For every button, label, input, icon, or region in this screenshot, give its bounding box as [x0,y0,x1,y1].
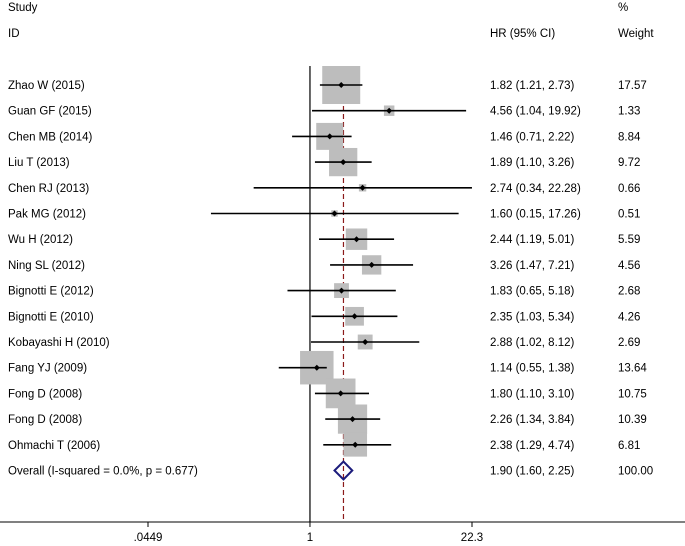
study-row: Fong D (2008) 2.26 (1.34, 3.84) 10.39 [8,404,647,434]
weight-text: 17.57 [618,80,647,92]
point-estimate [326,133,333,140]
point-estimate [353,236,360,243]
study-label: Wu H (2012) [8,234,73,246]
x-axis: .0449 1 22.3 [0,521,685,544]
point-estimate [359,184,366,191]
study-label: Chen MB (2014) [8,131,93,143]
study-row: Fang YJ (2009) 1.14 (0.55, 1.38) 13.64 [8,350,647,385]
point-estimate [313,364,320,371]
x-tick-label: 1 [307,532,313,544]
header-weight: Weight [618,28,654,40]
study-label: Bignotti E (2012) [8,286,94,298]
study-row: Kobayashi H (2010) 2.88 (1.02, 8.12) 2.69 [8,334,640,350]
ci-text: 1.89 (1.10, 3.26) [490,157,575,169]
study-label: Guan GF (2015) [8,106,92,118]
weight-text: 8.84 [618,131,641,143]
ci-text: 2.35 (1.03, 5.34) [490,311,575,323]
study-row: Bignotti E (2010) 2.35 (1.03, 5.34) 4.26 [8,306,640,326]
weight-text: 10.39 [618,414,647,426]
point-estimate [386,107,393,114]
ci-text: 1.14 (0.55, 1.38) [490,363,575,375]
weight-text: 6.81 [618,440,640,452]
study-rows: Zhao W (2015) 1.82 (1.21, 2.73) 17.57 Guan … [8,66,647,457]
study-row: Zhao W (2015) 1.82 (1.21, 2.73) 17.57 [8,66,647,104]
point-estimate [337,390,344,397]
point-estimate [351,313,358,320]
overall-label: Overall (I-squared = 0.0%, p = 0.677) [8,466,198,478]
study-row: Chen RJ (2013) 2.74 (0.34, 22.28) 0.66 [8,183,640,195]
ci-text: 3.26 (1.47, 7.21) [490,260,575,272]
weight-text: 0.51 [618,209,640,221]
overall-diamond [333,460,354,481]
point-estimate [331,210,338,217]
weight-text: 13.64 [618,363,647,375]
study-row: Liu T (2013) 1.89 (1.10, 3.26) 9.72 [8,147,640,177]
study-label: Pak MG (2012) [8,209,86,221]
overall-row: Overall (I-squared = 0.0%, p = 0.677) 1.9… [8,460,653,481]
study-label: Zhao W (2015) [8,80,85,92]
ci-text: 2.88 (1.02, 8.12) [490,337,575,349]
study-row: Guan GF (2015) 4.56 (1.04, 19.92) 1.33 [8,105,640,118]
weight-text: 1.33 [618,106,640,118]
x-tick-label: 22.3 [461,532,483,544]
study-row: Ohmachi T (2006) 2.38 (1.29, 4.74) 6.81 [8,432,640,457]
study-label: Liu T (2013) [8,157,70,169]
point-estimate [349,416,356,423]
study-row: Ning SL (2012) 3.26 (1.47, 7.21) 4.56 [8,255,640,275]
weight-text: 4.26 [618,311,640,323]
overall-weight-text: 100.00 [618,466,653,478]
ci-text: 2.26 (1.34, 3.84) [490,414,575,426]
x-tick-label: .0449 [134,532,163,544]
study-label: Kobayashi H (2010) [8,337,110,349]
point-estimate [352,441,359,448]
ci-text: 4.56 (1.04, 19.92) [490,106,581,118]
study-row: Fong D (2008) 1.80 (1.10, 3.10) 10.75 [8,378,647,409]
study-label: Fang YJ (2009) [8,363,87,375]
weight-text: 0.66 [618,183,640,195]
study-label: Ohmachi T (2006) [8,440,100,452]
weight-text: 5.59 [618,234,640,246]
point-estimate [338,287,345,294]
study-row: Chen MB (2014) 1.46 (0.71, 2.22) 8.84 [8,122,641,150]
overall-ci-text: 1.90 (1.60, 2.25) [490,466,575,478]
ci-text: 2.38 (1.29, 4.74) [490,440,575,452]
header-id: ID [8,28,20,40]
weight-text: 2.69 [618,337,640,349]
study-label: Fong D (2008) [8,414,82,426]
header-effect: HR (95% CI) [490,28,555,40]
header-study: Study [8,2,38,14]
study-row: Bignotti E (2012) 1.83 (0.65, 5.18) 2.68 [8,283,640,299]
study-label: Chen RJ (2013) [8,183,89,195]
ci-text: 2.44 (1.19, 5.01) [490,234,575,246]
weight-text: 2.68 [618,286,640,298]
ci-text: 1.60 (0.15, 17.26) [490,209,581,221]
point-estimate [362,339,369,345]
ci-text: 1.83 (0.65, 5.18) [490,286,575,298]
ci-text: 1.80 (1.10, 3.10) [490,388,575,400]
point-estimate [368,261,375,268]
point-estimate [338,82,345,88]
ci-text: 1.82 (1.21, 2.73) [490,80,575,92]
study-label: Fong D (2008) [8,388,82,400]
study-label: Bignotti E (2010) [8,311,94,323]
ci-text: 2.74 (0.34, 22.28) [490,183,581,195]
weight-text: 9.72 [618,157,640,169]
weight-text: 4.56 [618,260,640,272]
ci-text: 1.46 (0.71, 2.22) [490,131,575,143]
study-label: Ning SL (2012) [8,260,85,272]
study-row: Pak MG (2012) 1.60 (0.15, 17.26) 0.51 [8,209,640,221]
header-percent: % [618,2,628,14]
study-row: Wu H (2012) 2.44 (1.19, 5.01) 5.59 [8,228,640,250]
weight-text: 10.75 [618,388,647,400]
point-estimate [340,159,347,166]
